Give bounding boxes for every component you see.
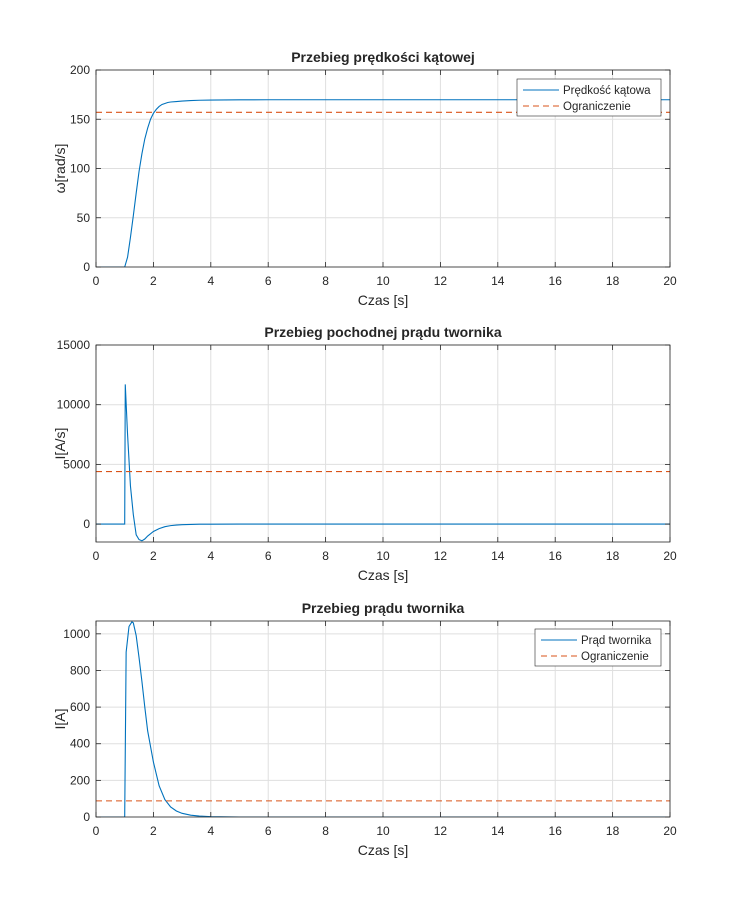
y-tick-label: 200 — [70, 773, 90, 787]
x-tick-label: 8 — [322, 549, 329, 563]
x-tick-label: 2 — [150, 824, 157, 838]
legend-label: Ograniczenie — [581, 651, 649, 663]
x-tick-label: 20 — [663, 274, 677, 288]
x-tick-label: 16 — [549, 824, 563, 838]
y-tick-label: 600 — [70, 700, 90, 714]
x-tick-label: 16 — [549, 274, 563, 288]
x-tick-label: 10 — [376, 274, 390, 288]
x-tick-label: 0 — [93, 274, 100, 288]
y-tick-label: 1000 — [63, 627, 90, 641]
x-axis-label: Czas [s] — [358, 842, 409, 858]
legend-label: Ograniczenie — [563, 101, 631, 113]
chart-panel-3: 0 2 4 6 8 10 12 14 16 18 2002004006008001000Przebi… — [52, 600, 677, 858]
x-tick-label: 6 — [265, 274, 272, 288]
x-tick-label: 6 — [265, 549, 272, 563]
x-tick-label: 16 — [549, 549, 563, 563]
x-tick-label: 0 — [93, 824, 100, 838]
x-tick-label: 2 — [150, 274, 157, 288]
x-axis-label: Czas [s] — [358, 567, 409, 583]
y-tick-label: 0 — [83, 810, 90, 824]
legend: Prąd twornika Ograniczenie — [534, 628, 662, 667]
legend-label: Prędkość kątowa — [563, 85, 651, 97]
x-tick-label: 0 — [93, 549, 100, 563]
series-line-1 — [96, 99, 670, 267]
series-line-3 — [96, 621, 670, 817]
y-tick-label: 0 — [83, 517, 90, 531]
y-tick-label: 50 — [77, 211, 91, 225]
y-tick-label: 800 — [70, 663, 90, 677]
x-tick-label: 4 — [207, 274, 214, 288]
x-tick-label: 12 — [434, 274, 448, 288]
x-tick-label: 12 — [434, 549, 448, 563]
chart-title: Przebieg prędkości kątowej — [291, 49, 475, 65]
chart-title: Przebieg pochodnej prądu twornika — [264, 324, 501, 340]
x-tick-label: 8 — [322, 274, 329, 288]
x-tick-label: 10 — [376, 824, 390, 838]
x-tick-label: 4 — [207, 549, 214, 563]
legend-box — [516, 78, 662, 117]
x-tick-label: 12 — [434, 824, 448, 838]
x-tick-label: 14 — [491, 274, 505, 288]
chart-panel-2: 0 2 4 6 8 10 12 14 16 18 20 0 5000 10000 15000 Przebieg… — [52, 324, 677, 583]
x-tick-label: 14 — [491, 824, 505, 838]
x-axis-label: Czas [s] — [358, 292, 409, 308]
x-tick-label: 2 — [150, 549, 157, 563]
y-axis-label: I[A] — [52, 708, 68, 729]
x-tick-label: 8 — [322, 824, 329, 838]
y-tick-label: 400 — [70, 737, 90, 751]
y-tick-label: 5000 — [63, 457, 90, 471]
chart-title: Przebieg prądu twornika — [302, 600, 465, 616]
x-tick-label: 4 — [207, 824, 214, 838]
series-line-2 — [96, 384, 670, 542]
x-tick-label: 14 — [491, 549, 505, 563]
y-tick-label: 100 — [70, 162, 90, 176]
y-tick-label: 15000 — [57, 338, 91, 352]
y-axis-label: ω[rad/s] — [52, 144, 68, 194]
x-tick-label: 18 — [606, 549, 620, 563]
x-tick-label: 20 — [663, 549, 677, 563]
y-tick-label: 10000 — [57, 398, 91, 412]
x-tick-label: 20 — [663, 824, 677, 838]
y-tick-label: 0 — [83, 260, 90, 274]
y-axis-label: I[A/s] — [52, 428, 68, 460]
legend: Prędkość kątowa Ograniczenie — [516, 78, 662, 117]
legend-box — [534, 628, 662, 667]
x-tick-label: 10 — [376, 549, 390, 563]
x-tick-label: 6 — [265, 824, 272, 838]
x-tick-label: 18 — [606, 274, 620, 288]
y-tick-label: 200 — [70, 63, 90, 77]
y-tick-label: 150 — [70, 112, 90, 126]
x-tick-label: 18 — [606, 824, 620, 838]
legend-label: Prąd twornika — [581, 635, 652, 647]
